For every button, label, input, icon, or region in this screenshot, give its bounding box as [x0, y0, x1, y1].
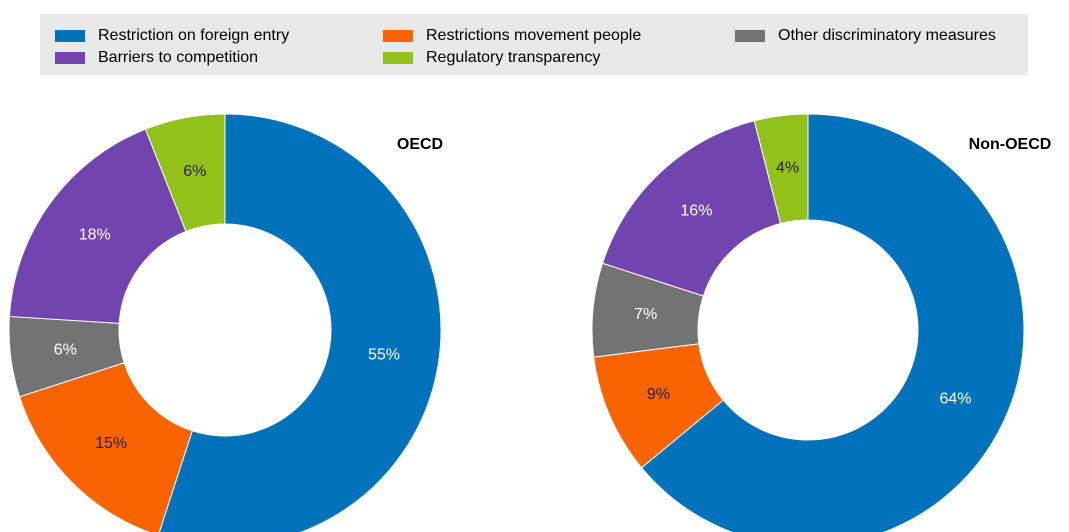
donut-slice [640, 113, 1025, 532]
legend-swatch [383, 30, 413, 42]
legend-swatch [55, 30, 85, 42]
legend-label: Restrictions movement people [426, 27, 641, 44]
value-label: 6% [54, 341, 77, 358]
value-label: 9% [647, 386, 670, 403]
value-label: 55% [368, 346, 400, 363]
legend-label: Other discriminatory measures [778, 27, 996, 44]
legend-swatch [55, 52, 85, 64]
legend-label: Restriction on foreign entry [98, 27, 289, 44]
value-label: 7% [634, 306, 657, 323]
value-label: 15% [95, 435, 127, 452]
donut-slice [8, 128, 187, 324]
donut-slice [158, 113, 442, 532]
value-label: 18% [79, 227, 111, 244]
value-label: 16% [680, 202, 712, 219]
donut-slice [753, 113, 809, 225]
legend-label: Barriers to competition [98, 49, 258, 66]
value-label: 64% [939, 391, 971, 408]
value-label: 4% [776, 160, 799, 177]
value-label: 6% [183, 163, 206, 180]
legend-box [40, 14, 1028, 75]
legend-swatch [383, 52, 413, 64]
legend-label: Regulatory transparency [426, 49, 600, 66]
donut-slice [601, 120, 782, 297]
donut-slice [18, 362, 193, 532]
legend-swatch [735, 30, 765, 42]
chart-title: Non-OECD [969, 136, 1052, 153]
chart-title: OECD [397, 136, 443, 153]
donut-slice [144, 113, 226, 233]
